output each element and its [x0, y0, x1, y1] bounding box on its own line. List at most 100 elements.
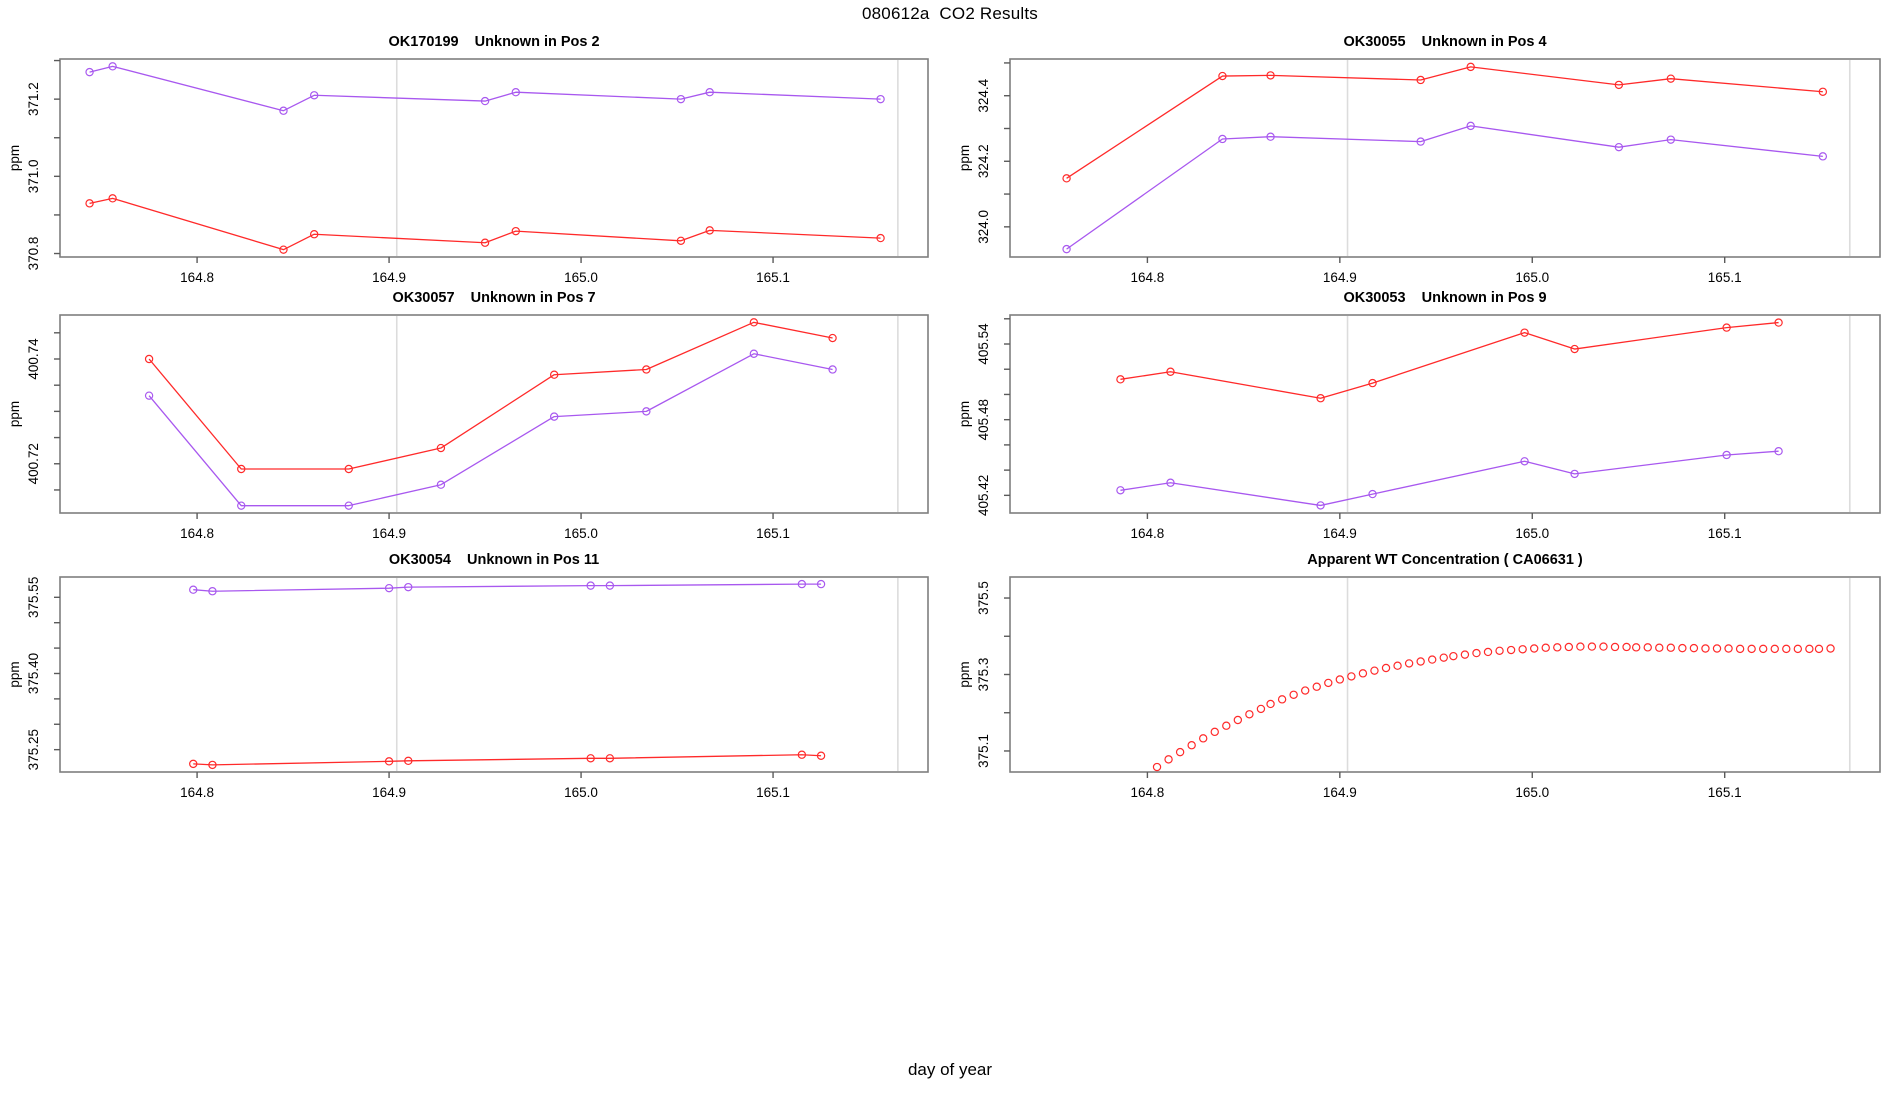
x-tick-label: 164.8	[180, 526, 214, 541]
data-point	[1520, 457, 1529, 466]
data-point	[436, 480, 446, 489]
data-point	[1472, 648, 1481, 658]
data-point	[605, 581, 615, 590]
data-point	[1166, 478, 1175, 487]
data-point	[1466, 62, 1475, 72]
data-point	[1587, 642, 1597, 651]
data-point	[705, 226, 714, 235]
y-tick-label: 370.8	[26, 237, 41, 271]
data-point	[1368, 378, 1377, 388]
data-point	[85, 199, 94, 208]
series-points-purple	[144, 349, 837, 510]
series-points-purple	[1116, 447, 1783, 510]
data-point	[1826, 644, 1835, 653]
data-point	[1483, 647, 1493, 657]
data-point	[1758, 644, 1768, 654]
series-line-red	[193, 754, 822, 766]
data-point	[1449, 651, 1458, 661]
figure-title: 080612a CO2 Results	[862, 4, 1038, 23]
data-point	[1439, 653, 1448, 662]
data-point	[549, 412, 559, 421]
data-point	[1814, 644, 1824, 654]
x-axis-label: day of year	[907, 1060, 993, 1079]
data-point	[1643, 643, 1652, 652]
data-point	[1655, 643, 1664, 652]
data-point	[1576, 642, 1585, 651]
y-tick-label: 371.2	[26, 82, 41, 116]
series-line-purple	[89, 65, 881, 112]
data-point	[1266, 132, 1275, 141]
data-point	[1289, 690, 1298, 699]
data-point	[816, 751, 826, 760]
data-point	[1599, 642, 1608, 651]
data-point	[1520, 328, 1529, 337]
data-point	[309, 230, 319, 239]
data-point	[344, 501, 353, 510]
data-point	[1393, 661, 1402, 670]
data-point	[1416, 657, 1425, 666]
data-point	[279, 106, 288, 115]
data-point	[1666, 135, 1676, 144]
x-tick-label: 165.1	[1708, 270, 1742, 285]
y-axis-title: ppm	[957, 145, 972, 171]
data-point	[384, 757, 394, 766]
y-tick-label: 324.0	[976, 210, 991, 244]
data-point	[1062, 244, 1071, 254]
series-points-red	[1062, 62, 1828, 183]
data-point	[1166, 367, 1175, 376]
y-axis-title: ppm	[7, 661, 22, 687]
data-point	[1735, 644, 1745, 654]
data-point	[237, 464, 246, 474]
data-point	[108, 62, 117, 71]
data-point	[1218, 71, 1227, 81]
data-point	[1416, 75, 1425, 85]
y-tick-label: 371.0	[26, 159, 41, 193]
x-tick-label: 165.1	[756, 526, 790, 541]
y-tick-label: 405.42	[976, 475, 991, 516]
x-tick-label: 164.9	[372, 785, 406, 800]
y-tick-label: 324.2	[976, 144, 991, 178]
series-points-red	[1116, 318, 1783, 403]
data-point	[1175, 747, 1185, 757]
data-point	[705, 87, 714, 97]
data-point	[1818, 87, 1828, 96]
x-tick-label: 165.0	[1515, 270, 1549, 285]
data-point	[237, 501, 246, 510]
data-point	[642, 407, 651, 416]
data-point	[1187, 741, 1196, 750]
data-point	[1116, 486, 1125, 495]
data-point	[1724, 644, 1733, 653]
data-point	[1793, 644, 1803, 654]
plot-box	[1009, 576, 1881, 773]
y-tick-label: 375.25	[26, 729, 41, 770]
subplot-4: 164.8 164.9 165.0 165.1 375.25 375.40 375.55 pp…	[7, 576, 929, 800]
data-point	[436, 443, 446, 453]
y-axis-title: ppm	[7, 401, 22, 427]
x-tick-label: 165.1	[756, 785, 790, 800]
x-tick-label: 165.0	[1515, 526, 1549, 541]
data-point	[1381, 663, 1391, 673]
data-point	[404, 582, 413, 592]
data-point	[1062, 174, 1071, 183]
data-point	[1116, 375, 1125, 384]
data-point	[1300, 686, 1310, 695]
data-point	[1610, 642, 1620, 652]
data-point	[279, 245, 288, 254]
data-point	[511, 226, 520, 236]
data-point	[1466, 121, 1475, 131]
data-point	[1770, 644, 1779, 654]
series-line-purple	[1120, 450, 1779, 507]
data-point	[1622, 642, 1631, 652]
y-tick-label: 400.72	[26, 443, 41, 484]
data-point	[797, 750, 807, 759]
data-point	[749, 318, 759, 327]
series-points-purple	[189, 579, 826, 596]
data-point	[1564, 642, 1574, 652]
data-point	[1233, 715, 1243, 725]
data-point	[480, 238, 490, 247]
data-point	[1818, 152, 1828, 161]
data-point	[189, 759, 198, 769]
x-tick-label: 164.8	[1131, 526, 1165, 541]
data-point	[1774, 447, 1783, 456]
